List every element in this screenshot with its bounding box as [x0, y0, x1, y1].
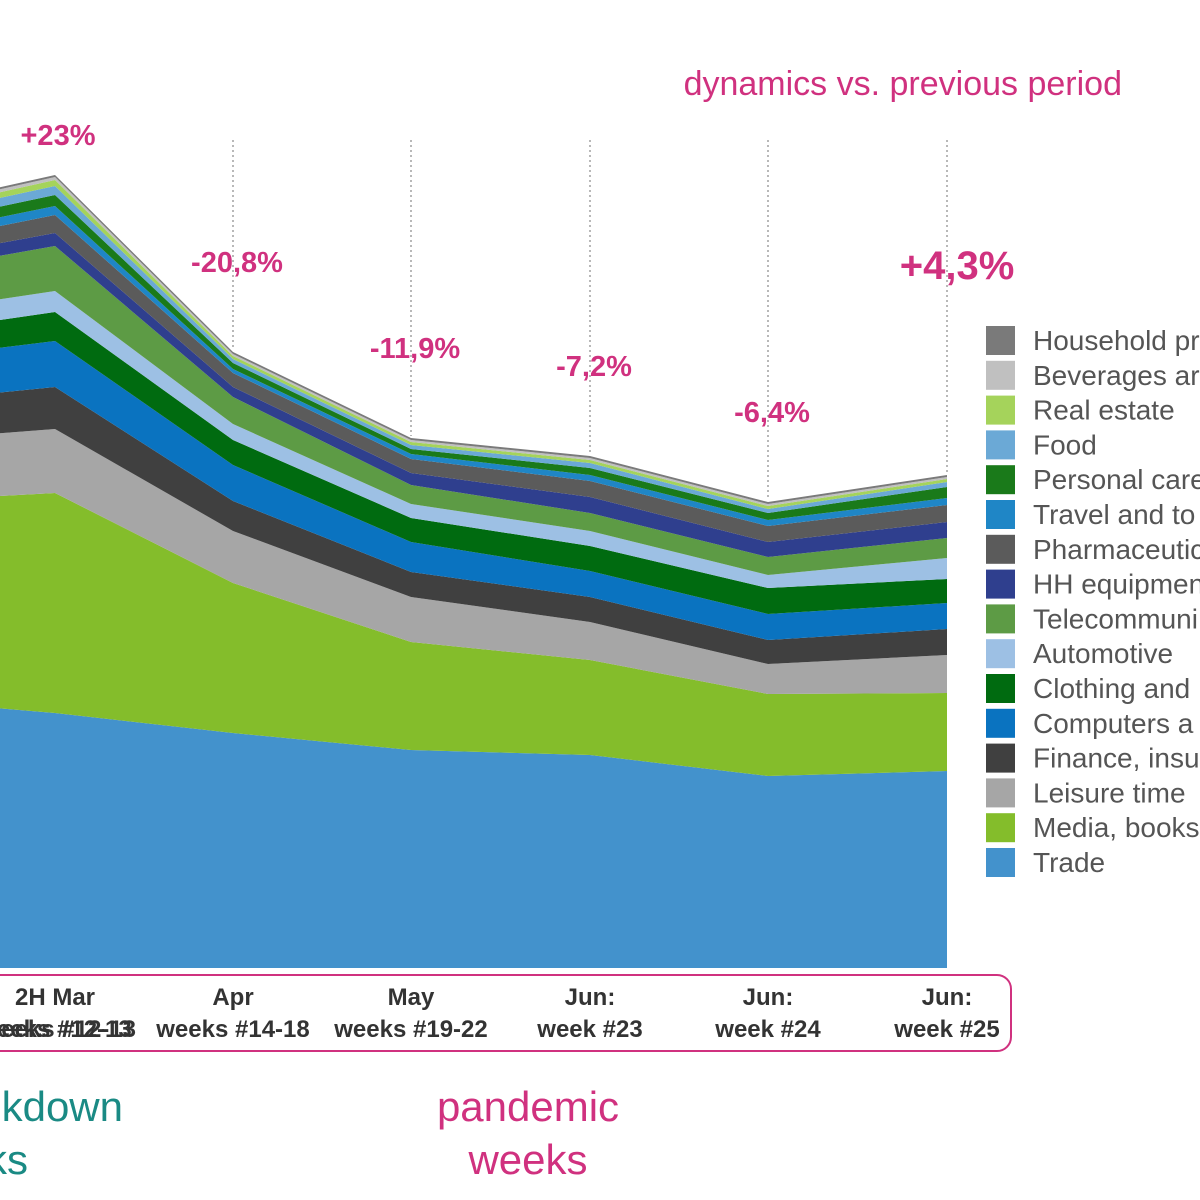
area-0 [0, 708, 947, 968]
dynamics-label: -11,9% [370, 333, 460, 365]
area-5 [0, 312, 947, 614]
legend-swatch [986, 569, 1015, 599]
area-3 [0, 387, 947, 664]
legend-swatch [986, 326, 1015, 355]
legend-swatch [986, 430, 1015, 460]
legend-swatch [986, 534, 1015, 564]
x-tick-line2: weeks #19-22 [333, 1016, 487, 1043]
dynamics-label: -20,8% [191, 247, 283, 279]
area-7 [0, 246, 947, 575]
x-tick-line2: week #25 [893, 1016, 999, 1043]
x-tick-line2: weeks #14-18 [155, 1016, 309, 1043]
legend-swatch [986, 778, 1015, 808]
dynamics-label: -6,4% [734, 397, 810, 429]
legend-swatch [986, 465, 1015, 495]
legend-swatch [986, 395, 1015, 425]
dynamics-labels: +23% -20,8% -11,9% -7,2% -6,4% +4,3% [21, 120, 1015, 429]
legend-label: Automotive [1033, 638, 1173, 669]
legend-label: Telecommuni [1033, 603, 1198, 634]
legend-label: Clothing and [1033, 673, 1190, 704]
x-tick-line2: week #23 [536, 1016, 642, 1043]
x-tick-line1: Jun: [922, 984, 973, 1011]
x-tick-line2: weeks #12-13 [0, 1016, 132, 1043]
area-4 [0, 341, 947, 640]
legend-label: Computers a [1033, 708, 1194, 739]
area-1 [0, 493, 947, 776]
legend-label: Travel and to [1033, 499, 1195, 530]
x-tick-line1: 2H Mar [15, 984, 95, 1011]
legend-label: Household pr [1033, 325, 1200, 356]
area-2 [0, 429, 947, 694]
area-8 [0, 233, 947, 557]
legend-swatch [986, 743, 1015, 773]
x-axis-frame [0, 974, 1012, 1052]
legend-swatch [986, 813, 1015, 843]
legend-swatch [986, 500, 1015, 529]
gridlines [232, 140, 948, 500]
x-tick-line1: Apr [212, 984, 253, 1011]
legend-label: Finance, insu [1033, 743, 1200, 774]
legend-swatch [986, 848, 1015, 877]
phase-label-lockdown-weeks: ks [0, 1136, 28, 1183]
x-tick-line2: eeks #12-13 [1, 1016, 136, 1043]
phase-label-lockdown: kdown [2, 1083, 123, 1130]
x-tick-line2: week #24 [714, 1016, 821, 1043]
area-10 [0, 206, 947, 526]
legend-label: Food [1033, 429, 1097, 460]
legend-swatch [986, 604, 1015, 634]
chart-header: dynamics vs. previous period [684, 65, 1122, 103]
legend-label: Trade [1033, 847, 1105, 878]
area-9 [0, 215, 947, 542]
phase-label-pandemic-weeks: weeks [467, 1136, 587, 1183]
dynamics-label: -7,2% [556, 351, 632, 383]
area-series [0, 175, 947, 968]
legend-label: Real estate [1033, 395, 1175, 426]
legend-swatch [986, 639, 1015, 669]
legend-label: Pharmaceutic [1033, 534, 1200, 565]
dynamics-label: +4,3% [900, 244, 1015, 288]
x-tick-line1: Jun: [743, 984, 794, 1011]
area-6 [0, 291, 947, 588]
x-tick-line1: May [388, 984, 435, 1011]
x-tick-line1: Jun: [565, 984, 616, 1011]
legend-swatch [986, 708, 1015, 738]
legend-swatch [986, 674, 1015, 703]
legend-label: Leisure time [1033, 777, 1186, 808]
legend-label: Personal care [1033, 464, 1200, 495]
phase-label-pandemic: pandemic [437, 1083, 619, 1130]
legend-label: Beverages ar [1033, 360, 1200, 391]
legend-label: Media, books [1033, 812, 1200, 843]
dynamics-label: +23% [21, 120, 96, 152]
x-axis-tick-labels: eeks #12-13 2H Mar weeks #12-13 Apr weeks #1… [0, 984, 1000, 1043]
legend-label: HH equipmen [1033, 569, 1200, 600]
legend-swatch [986, 360, 1015, 390]
